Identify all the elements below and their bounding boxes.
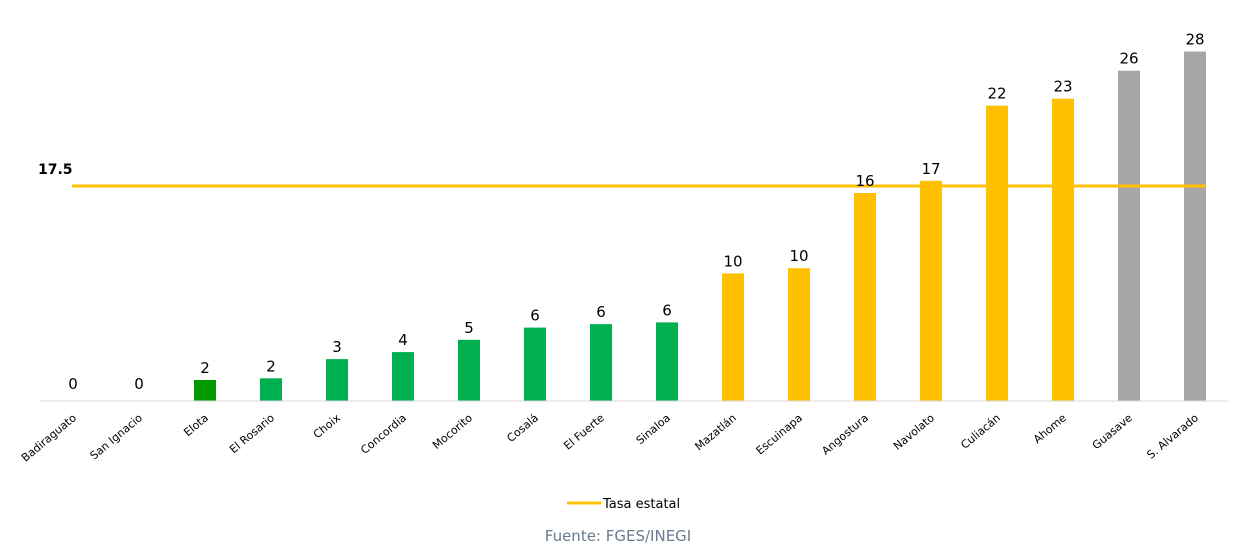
bar-14 xyxy=(986,105,1008,401)
x-tick-label-2: Elota xyxy=(181,411,211,439)
value-label-9: 6 xyxy=(662,301,672,319)
x-tick-label-11: Escuinapa xyxy=(754,411,805,457)
value-label-17: 28 xyxy=(1185,31,1204,49)
value-label-1: 0 xyxy=(134,375,144,393)
bar-17 xyxy=(1184,51,1206,401)
x-tick-label-16: Guasave xyxy=(1090,411,1135,452)
value-label-4: 3 xyxy=(332,338,342,356)
x-tick-label-8: El Fuerte xyxy=(561,411,607,452)
bar-8 xyxy=(590,324,612,401)
x-tick-label-15: Ahome xyxy=(1031,411,1069,446)
bar-15 xyxy=(1052,98,1074,401)
x-tick-labels-group: Badiraguato San Ignacio Elota El Rosario Cho… xyxy=(19,411,1201,465)
source-note: Fuente: FGES/INEGI xyxy=(544,527,692,545)
value-label-14: 22 xyxy=(987,85,1006,103)
x-tick-label-13: Navolato xyxy=(891,411,937,453)
value-label-8: 6 xyxy=(596,303,606,321)
value-label-16: 26 xyxy=(1119,50,1138,68)
x-tick-label-9: Sinaloa xyxy=(634,411,673,447)
bar-9 xyxy=(656,322,678,401)
x-tick-label-14: Culiacán xyxy=(958,411,1003,451)
bar-3 xyxy=(260,378,282,401)
value-label-5: 4 xyxy=(398,331,408,349)
value-label-0: 0 xyxy=(68,375,78,393)
x-tick-label-0: Badiraguato xyxy=(19,411,79,464)
reference-line-label: 17.5 xyxy=(38,162,73,178)
bar-12 xyxy=(854,193,876,401)
bar-13 xyxy=(920,180,942,401)
legend-label: Tasa estatal xyxy=(602,497,680,512)
value-label-15: 23 xyxy=(1053,78,1072,96)
bar-6 xyxy=(458,339,480,401)
bar-10 xyxy=(722,273,744,401)
x-tick-label-7: Cosalá xyxy=(504,411,540,445)
bar-5 xyxy=(392,352,414,401)
x-tick-label-5: Concordia xyxy=(358,411,409,456)
value-label-12: 16 xyxy=(855,172,874,190)
bars-group xyxy=(194,51,1206,401)
x-tick-label-10: Mazatlán xyxy=(692,411,739,453)
x-tick-label-3: El Rosario xyxy=(227,411,277,456)
value-label-13: 17 xyxy=(921,160,940,178)
bar-2 xyxy=(194,380,216,401)
bar-16 xyxy=(1118,70,1140,401)
value-label-2: 2 xyxy=(200,359,210,377)
x-tick-label-12: Angostura xyxy=(819,411,871,457)
x-tick-label-6: Mocorito xyxy=(430,411,475,452)
reference-line-group: 17.5 xyxy=(38,162,1206,188)
value-label-7: 6 xyxy=(530,307,540,325)
bar-4 xyxy=(326,359,348,401)
legend: Tasa estatal xyxy=(567,497,680,512)
bar-7 xyxy=(524,327,546,401)
bar-11 xyxy=(788,268,810,401)
x-tick-label-17: S. Alvarado xyxy=(1144,411,1201,461)
x-tick-label-4: Choix xyxy=(311,411,343,441)
x-tick-label-1: San Ignacio xyxy=(88,411,146,462)
value-label-10: 10 xyxy=(723,252,742,270)
value-label-6: 5 xyxy=(464,319,474,337)
value-label-11: 10 xyxy=(789,247,808,265)
value-label-3: 2 xyxy=(266,357,276,375)
